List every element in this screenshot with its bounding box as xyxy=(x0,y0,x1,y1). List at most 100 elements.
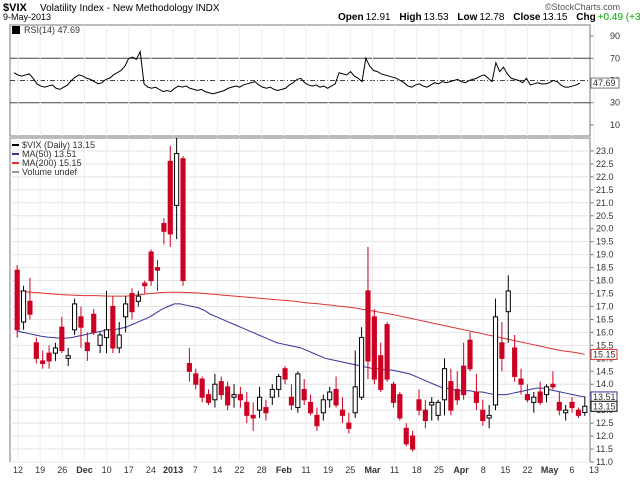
price-value-tag-label: 13.15 xyxy=(593,401,616,411)
price-tick-label: 16.0 xyxy=(596,327,614,337)
candle-down xyxy=(301,388,307,401)
x-tick-label: 24 xyxy=(146,465,156,475)
price-value-tag xyxy=(590,400,618,412)
candle-up xyxy=(486,414,492,419)
candle-down xyxy=(473,391,479,403)
candle-down xyxy=(518,378,524,385)
price-tick-label: 19.0 xyxy=(596,250,614,260)
candle-down xyxy=(250,414,256,419)
low-value: 12.78 xyxy=(479,12,505,23)
candle-down xyxy=(307,401,314,414)
candle-up xyxy=(359,337,365,398)
x-tick-label: 26 xyxy=(57,465,67,475)
candle-up xyxy=(505,290,511,313)
candle-down xyxy=(448,381,454,411)
candle-down xyxy=(575,409,582,416)
candle-down xyxy=(288,396,295,406)
chg-value: +0.49 (+3.87%) xyxy=(597,12,640,23)
candle-up xyxy=(543,386,550,396)
rsi-tick-label: 10 xyxy=(610,120,620,130)
ma200-line xyxy=(17,290,585,355)
symbol-title: $VIX xyxy=(3,2,27,14)
price-tick-label: 14.0 xyxy=(596,379,614,389)
candle-up xyxy=(103,329,110,339)
candle-down xyxy=(410,435,416,450)
price-tick-label: 11.0 xyxy=(596,457,613,467)
candle-up xyxy=(429,401,435,406)
low-label: Low xyxy=(457,12,478,23)
candle-down xyxy=(110,305,116,349)
rsi-tick-label: 90 xyxy=(610,31,620,41)
price-tick-label: 16.5 xyxy=(596,314,614,324)
candle-up xyxy=(441,368,448,401)
price-tick-label: 21.0 xyxy=(596,198,614,208)
candle-down xyxy=(193,373,199,385)
candle-down xyxy=(205,394,212,403)
candle-down xyxy=(46,352,52,362)
candle-down xyxy=(84,342,90,352)
candle-down xyxy=(365,290,371,362)
candle-down xyxy=(186,363,192,372)
candle-up xyxy=(212,383,218,401)
close-label: Close xyxy=(513,12,541,23)
x-tick-label: May xyxy=(541,465,559,475)
x-tick-label: 14 xyxy=(212,465,222,475)
x-tick-label: 11 xyxy=(301,465,310,475)
candle-down xyxy=(27,300,33,315)
x-tick-label: 19 xyxy=(35,465,45,475)
candle-up xyxy=(327,391,333,401)
candle-down xyxy=(148,251,154,282)
price-tick-label: 21.5 xyxy=(596,185,614,195)
candle-down xyxy=(263,407,269,414)
x-tick-label: 17 xyxy=(124,465,134,475)
candle-down xyxy=(499,342,505,359)
candle-down xyxy=(33,342,39,359)
price-tick-label: 12.0 xyxy=(596,431,614,441)
candle-down xyxy=(14,269,20,331)
rsi-tick-label: 70 xyxy=(610,53,620,63)
candle-down xyxy=(467,339,473,370)
rsi-legend-label: RSI(14) 47.69 xyxy=(24,25,80,35)
price-tick-label: 20.5 xyxy=(596,211,614,221)
candle-down xyxy=(59,326,65,352)
price-tick-label: 11.5 xyxy=(596,444,613,454)
price-tick-label: 14.5 xyxy=(596,366,614,376)
x-tick-label: 25 xyxy=(345,465,355,475)
price-tick-label: 17.0 xyxy=(596,301,614,311)
price-tick-label: 18.0 xyxy=(596,276,614,286)
candle-up xyxy=(20,290,27,323)
price-tick-label: 19.5 xyxy=(596,237,614,247)
candle-up xyxy=(276,375,282,390)
candle-down xyxy=(142,282,148,287)
candle-down xyxy=(378,355,384,390)
candle-down xyxy=(154,267,161,271)
candle-down xyxy=(397,394,403,419)
open-value: 12.91 xyxy=(365,12,391,23)
x-tick-label: 12 xyxy=(13,465,23,475)
candle-down xyxy=(384,324,390,380)
x-tick-label: 22 xyxy=(235,465,245,475)
rsi-legend-swatch xyxy=(12,26,20,34)
brand-label[interactable]: ©StockCharts.com xyxy=(545,2,621,12)
candle-up xyxy=(435,401,441,416)
candle-down xyxy=(91,313,97,333)
candle-down xyxy=(244,401,250,416)
candle-down xyxy=(161,223,167,232)
candle-up xyxy=(492,316,499,406)
candle-down xyxy=(537,391,543,403)
price-legend-label: MA(200) 15.15 xyxy=(22,158,82,168)
x-tick-label: 22 xyxy=(523,465,533,475)
candle-up xyxy=(256,396,263,411)
candle-down xyxy=(480,409,486,422)
candle-down xyxy=(199,378,205,398)
candle-down xyxy=(218,381,224,396)
high-value: 13.53 xyxy=(423,12,449,23)
price-tick-label: 15.5 xyxy=(596,340,614,350)
candle-up xyxy=(295,373,301,409)
candle-down xyxy=(129,293,135,313)
price-tick-label: 22.5 xyxy=(596,159,614,169)
price-panel-frame xyxy=(9,137,591,463)
high-label: High xyxy=(399,12,422,23)
candle-up xyxy=(174,153,180,206)
candle-down xyxy=(422,409,428,422)
